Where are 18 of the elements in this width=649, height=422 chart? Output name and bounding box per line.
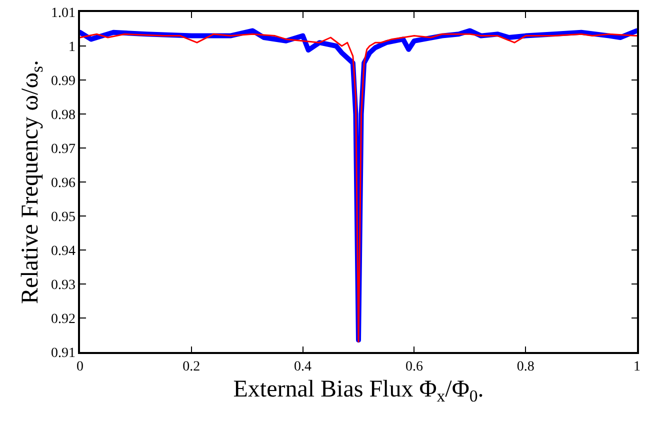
y-tick-label: 0.96 [50, 176, 76, 191]
y-tick-label: 0.95 [50, 210, 76, 225]
y-tick-label: 0.98 [50, 108, 76, 123]
y-tick-label: 0.97 [50, 142, 76, 157]
y-tick-label: 0.99 [50, 74, 76, 89]
x-tick-label: 0 [76, 360, 84, 375]
x-tick-label: 0.6 [405, 360, 423, 375]
x-tick-label: 0.2 [182, 360, 200, 375]
x-tick-label: 0.8 [516, 360, 534, 375]
y-tick-label: 0.94 [50, 244, 76, 259]
y-tick-label: 1.01 [50, 6, 76, 21]
y-tick-label: 0.91 [50, 346, 76, 361]
x-axis-title: External Bias Flux Φ$_{x}$/Φ$_{0}$. [233, 376, 484, 406]
x-tick-label: 0.4 [294, 360, 312, 375]
y-tick-label: 1 [68, 40, 76, 55]
y-tick-label: 0.92 [50, 312, 76, 327]
y-tick-label: 0.93 [50, 278, 76, 293]
x-tick-label: 1 [634, 360, 640, 375]
